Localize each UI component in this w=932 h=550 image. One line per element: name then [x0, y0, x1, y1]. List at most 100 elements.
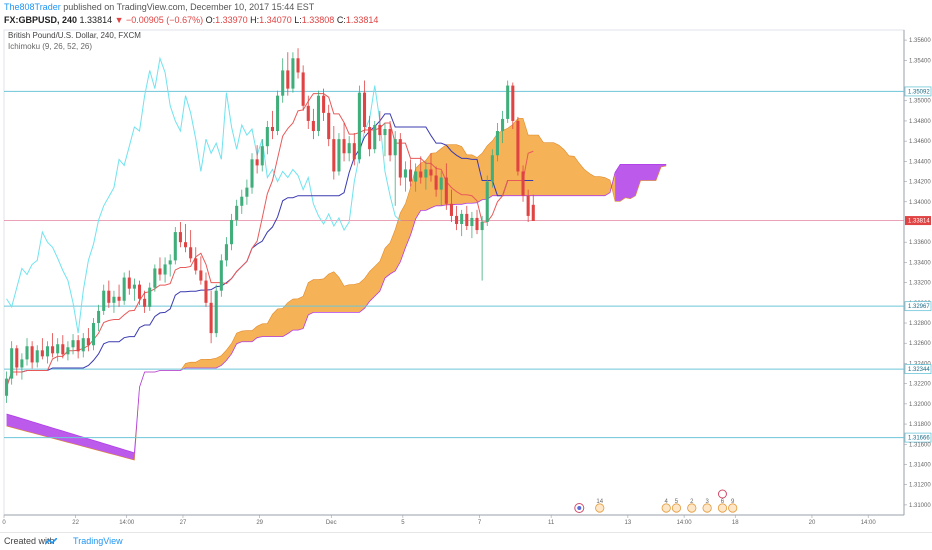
candle-body [429, 169, 433, 176]
candle-body [81, 338, 85, 352]
candle-body [71, 340, 75, 348]
candle [91, 317, 96, 351]
candle-body [40, 350, 44, 357]
candle [25, 338, 29, 366]
candle [51, 333, 55, 358]
candle-body [342, 139, 346, 154]
candle [163, 257, 167, 283]
candle [102, 284, 106, 315]
candle [5, 371, 9, 403]
candle [455, 205, 459, 231]
open-value: 1.33970 [215, 15, 248, 25]
candle-body [127, 277, 131, 289]
candle [56, 338, 60, 362]
candle [270, 110, 274, 140]
candle [322, 88, 326, 121]
candle-body [455, 215, 459, 224]
candle-body [153, 268, 157, 288]
x-tick-label: 7 [478, 520, 482, 526]
candle [199, 256, 203, 285]
candle [10, 341, 14, 385]
close-value: 1.33814 [345, 15, 379, 25]
y-tick-label: 1.34200 [909, 180, 931, 186]
level-price-tag [904, 301, 932, 312]
legend-indicator[interactable]: Ichimoku (9, 26, 52, 26) [8, 42, 93, 51]
candle-body [352, 143, 356, 160]
candle [327, 104, 331, 147]
y-tick-label: 1.34400 [909, 159, 931, 165]
author-link[interactable]: The808Trader [4, 2, 61, 12]
candle [76, 335, 80, 359]
event-marker-label: 6 [721, 499, 725, 505]
candle-body [107, 290, 111, 303]
candle [352, 133, 356, 166]
candle [460, 209, 464, 237]
candle-body [230, 219, 234, 245]
cloud-bullish [139, 118, 616, 388]
candle-body [30, 346, 34, 363]
candle-body [132, 284, 136, 289]
candle-body [276, 95, 280, 132]
candle-body [362, 92, 367, 127]
chikou-span-line [6, 56, 401, 334]
candle-body [245, 187, 249, 197]
level-price-tag-label: 1.32967 [908, 304, 930, 310]
candle-body [194, 258, 198, 271]
tradingview-link[interactable]: TradingView [73, 536, 123, 546]
candle-body [91, 323, 96, 346]
event-marker [671, 503, 682, 513]
y-tick-label: 1.35400 [909, 58, 931, 64]
candle [424, 161, 428, 190]
candle-body [301, 72, 305, 106]
y-tick-label: 1.31600 [909, 442, 931, 448]
symbol-label[interactable]: FX:GBPUSD, 240 [4, 15, 78, 25]
candle-body [506, 85, 510, 119]
x-tick-label: 13 [625, 520, 632, 526]
candle-body [219, 260, 223, 291]
x-tick-label: 0 [2, 520, 6, 526]
candle-body [158, 268, 162, 275]
last-price-tag-label: 1.33814 [908, 219, 930, 225]
candle-body [480, 221, 484, 231]
x-tick-label: 14:00 [861, 520, 877, 526]
candle-body [86, 338, 90, 346]
candle-body [475, 217, 479, 231]
candle-body [15, 348, 19, 368]
price-chart[interactable]: 1.35600 1.35400 1.35092 1.35000 1.34800 1.346… [0, 27, 932, 532]
candle-body [112, 296, 116, 303]
tradingview-logo-icon [45, 538, 57, 545]
candle-body [495, 131, 499, 156]
x-tick-label: 20 [809, 520, 816, 526]
candle-body [286, 70, 290, 89]
x-tick-label: 18 [732, 520, 739, 526]
candle [281, 58, 285, 103]
candle-body [373, 124, 377, 150]
candle-body [255, 159, 259, 166]
candle [414, 163, 418, 192]
candle-body [56, 344, 60, 354]
candle [449, 189, 453, 222]
candle [383, 122, 387, 157]
candle [153, 264, 157, 292]
candle [526, 189, 530, 222]
y-tick-label: 1.34000 [909, 200, 931, 206]
candle-body [97, 310, 101, 324]
candle-body [531, 204, 535, 221]
candle [148, 282, 152, 311]
y-tick-label: 1.33400 [909, 260, 931, 266]
candle [506, 80, 510, 123]
y-tick-label: 1.31200 [909, 483, 931, 489]
close-label: C: [336, 15, 346, 25]
candle [137, 280, 142, 305]
event-marker [687, 503, 697, 513]
candle [184, 224, 188, 253]
candle [143, 290, 147, 313]
candle-body [291, 58, 295, 89]
candle-body [184, 242, 188, 248]
candle-body [281, 70, 285, 96]
candle-body [388, 129, 392, 156]
candle-body [485, 181, 489, 222]
candle [470, 211, 474, 239]
candle [409, 159, 413, 187]
candle [214, 284, 218, 338]
